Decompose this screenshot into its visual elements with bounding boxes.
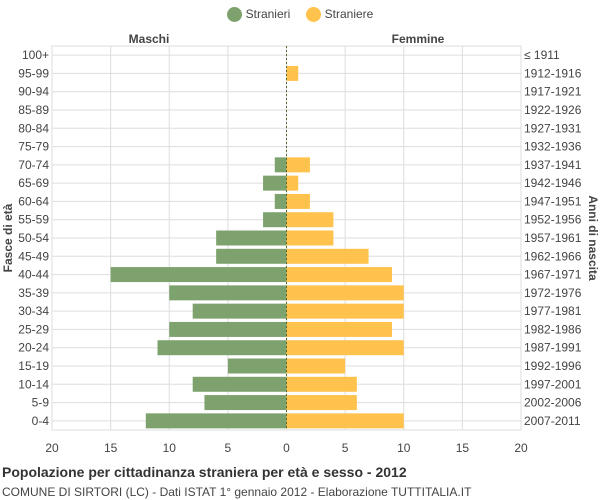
birth-year-label: 1952-1956 <box>524 213 582 227</box>
female-bar <box>286 340 404 356</box>
birth-year-label: 1942-1946 <box>524 176 582 190</box>
male-bar <box>192 376 287 392</box>
legend-male-label: Stranieri <box>245 7 291 22</box>
birth-year-label: 1927-1931 <box>524 121 582 135</box>
female-bar <box>286 376 357 392</box>
birth-year-label: 1937-1941 <box>524 158 582 172</box>
birth-year-label: 1912-1916 <box>524 66 582 80</box>
legend-female-label: Straniere <box>324 7 374 22</box>
age-group-label: 50-54 <box>18 231 49 245</box>
age-group-label: 60-64 <box>18 194 49 208</box>
female-bar <box>286 157 310 173</box>
age-group-label: 70-74 <box>18 158 49 172</box>
age-group-label: 85-89 <box>18 103 49 117</box>
age-group-label: 75-79 <box>18 140 49 154</box>
birth-year-label: 2007-2011 <box>524 414 581 428</box>
birth-year-label: 1967-1971 <box>524 268 582 282</box>
population-pyramid-chart: 20 15 10 5 0 5 10 15 20 100+ ≤ 1911 95-99 1912-1916 9… <box>1 32 600 455</box>
birth-year-label: 1962-1966 <box>524 249 582 263</box>
x-tick-label: 20 <box>45 441 59 455</box>
birth-year-label: 1947-1951 <box>524 194 582 208</box>
age-group-label: 40-44 <box>18 268 49 282</box>
female-bar <box>286 395 357 411</box>
male-bar <box>263 175 287 191</box>
legend-item-male: Stranieri <box>226 7 291 23</box>
age-group-label: 5-9 <box>32 396 50 410</box>
chart-source: COMUNE DI SIRTORI (LC) - Dati ISTAT 1° g… <box>2 485 472 499</box>
male-bar <box>263 212 287 228</box>
female-bar <box>286 321 393 337</box>
age-group-label: 35-39 <box>18 286 49 300</box>
birth-year-label: 1932-1936 <box>524 140 582 154</box>
y-axis-title-right: Anni di nascita <box>586 195 600 281</box>
x-tick-label: 5 <box>225 441 232 455</box>
birth-year-label: 1992-1996 <box>524 359 582 373</box>
female-bar <box>286 230 334 246</box>
female-bar <box>286 212 334 228</box>
female-bar <box>286 65 299 81</box>
age-group-label: 45-49 <box>18 249 49 263</box>
legend-female-swatch <box>305 7 321 23</box>
age-group-label: 95-99 <box>18 66 49 80</box>
female-bar <box>286 175 299 191</box>
male-bar <box>227 358 287 374</box>
birth-year-label: 1972-1976 <box>524 286 582 300</box>
male-bar <box>157 340 287 356</box>
male-bar <box>169 285 287 301</box>
male-bar <box>145 413 287 429</box>
birth-year-label: 2002-2006 <box>524 396 582 410</box>
male-bar <box>274 157 287 173</box>
birth-year-label: 1997-2001 <box>524 377 582 391</box>
age-group-label: 15-19 <box>18 359 49 373</box>
female-bar <box>286 358 346 374</box>
x-tick-label: 20 <box>514 441 528 455</box>
chart-title: Popolazione per cittadinanza straniera p… <box>2 464 407 480</box>
age-group-label: 55-59 <box>18 213 49 227</box>
male-bar <box>169 321 287 337</box>
x-tick-label: 15 <box>104 441 118 455</box>
birth-year-label: 1922-1926 <box>524 103 582 117</box>
birth-year-label: 1982-1986 <box>524 322 582 336</box>
age-group-label: 80-84 <box>18 121 49 135</box>
birth-year-label: 1957-1961 <box>524 231 582 245</box>
age-group-label: 30-34 <box>18 304 49 318</box>
age-group-label: 10-14 <box>18 377 49 391</box>
male-bar <box>216 230 287 246</box>
x-tick-label: 5 <box>342 441 349 455</box>
age-group-label: 65-69 <box>18 176 49 190</box>
chart-legend: Stranieri Straniere <box>0 7 600 23</box>
birth-year-label: 1977-1981 <box>524 304 582 318</box>
right-header: Femmine <box>392 32 445 46</box>
male-bar <box>274 193 287 209</box>
age-group-label: 20-24 <box>18 341 49 355</box>
female-bar <box>286 193 310 209</box>
female-bar <box>286 413 404 429</box>
x-tick-label: 0 <box>283 441 290 455</box>
legend-item-female: Straniere <box>305 7 374 23</box>
x-tick-label: 10 <box>397 441 411 455</box>
birth-year-label: 1917-1921 <box>524 85 582 99</box>
female-bar <box>286 285 404 301</box>
x-tick-label: 10 <box>163 441 177 455</box>
female-bar <box>286 248 369 264</box>
female-bar <box>286 267 393 283</box>
left-header: Maschi <box>129 32 170 46</box>
birth-year-label: 1987-1991 <box>524 341 582 355</box>
birth-year-label: ≤ 1911 <box>524 48 560 62</box>
male-bar <box>110 267 287 283</box>
female-bar <box>286 303 404 319</box>
age-group-label: 90-94 <box>18 85 49 99</box>
age-group-label: 100+ <box>22 48 49 62</box>
x-tick-label: 15 <box>456 441 470 455</box>
age-group-label: 0-4 <box>32 414 50 428</box>
y-axis-title-left: Fasce di età <box>1 203 15 272</box>
male-bar <box>192 303 287 319</box>
age-group-label: 25-29 <box>18 322 49 336</box>
legend-male-swatch <box>226 7 242 23</box>
male-bar <box>216 248 287 264</box>
male-bar <box>204 395 287 411</box>
